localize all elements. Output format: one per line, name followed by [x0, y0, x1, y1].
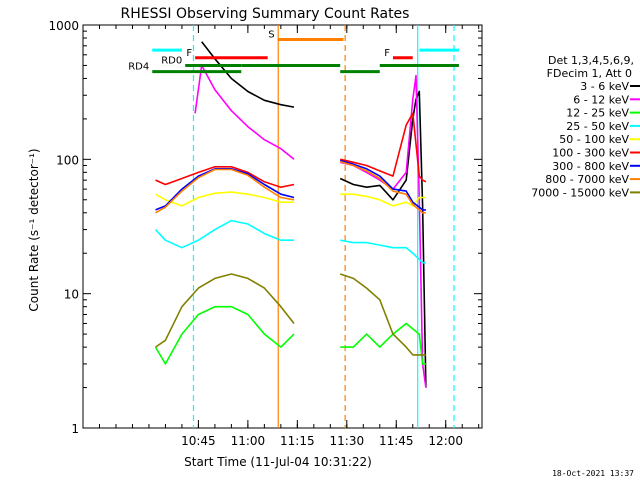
legend-title-line-2: FDecim 1, Att 0 — [547, 67, 632, 80]
footer-date: 18-Oct-2021 13:37 — [552, 469, 634, 478]
series-line-3-6-kev — [201, 41, 295, 108]
plot-area: 1 10 100 1000 10:45 11:00 11:15 11:30 11:45 12:00… — [48, 19, 483, 448]
y-tick-label: 100 — [56, 153, 79, 167]
series-line-50-100-kev — [340, 193, 426, 207]
series-line-7000-15000-kev — [155, 273, 295, 348]
legend-label: 300 - 800 keV — [552, 160, 629, 173]
series-line-300-800-kev — [339, 159, 426, 211]
flag-label: F — [384, 48, 390, 59]
flag-label: RD0 — [161, 55, 182, 66]
series-line-3-6-kev — [339, 90, 427, 388]
legend-label: 6 - 12 keV — [573, 93, 629, 106]
chart-title: RHESSI Observing Summary Count Rates — [121, 6, 410, 22]
x-tick-label: 11:45 — [379, 434, 414, 448]
series-line-12-25-kev — [154, 305, 295, 365]
series-line-7000-15000-kev — [339, 273, 426, 356]
y-tick-label: 1000 — [48, 19, 79, 33]
series-line-25-50-kev — [340, 239, 426, 264]
y-tick-label: 1 — [71, 422, 79, 436]
legend-label: 800 - 7000 keV — [545, 173, 629, 186]
series-line-100-300-kev — [155, 166, 295, 188]
x-tick-label: 10:45 — [181, 434, 216, 448]
x-tick-label: 12:00 — [428, 434, 463, 448]
y-tick-label: 10 — [64, 288, 79, 302]
series-line-6-12-kev — [194, 64, 295, 160]
flag-label: RD4 — [128, 62, 149, 73]
series-line-50-100-kev — [155, 191, 294, 207]
y-axis-label: Count Rate (s⁻¹ detector⁻¹) — [27, 148, 41, 311]
legend-label: 100 - 300 keV — [552, 147, 629, 160]
series-line-12-25-kev — [340, 322, 426, 365]
flag-label: F — [186, 48, 192, 59]
series-line-800-7000-kev — [339, 160, 426, 214]
series-line-800-7000-kev — [155, 168, 295, 214]
x-tick-label: 11:15 — [280, 434, 315, 448]
legend-label: 25 - 50 keV — [566, 120, 629, 133]
legend-title-line-1: Det 1,3,4,5,6,9, — [548, 54, 634, 67]
x-tick-label: 11:30 — [330, 434, 365, 448]
legend-label: 50 - 100 keV — [559, 133, 629, 146]
series-line-6-12-kev — [340, 74, 427, 388]
legend: Det 1,3,4,5,6,9, FDecim 1, Att 0 3 - 6 k… — [531, 54, 640, 199]
plot-clipped-layer — [152, 25, 459, 428]
x-tick-label: 11:00 — [231, 434, 266, 448]
series-line-100-300-kev — [340, 112, 427, 183]
plot-frame — [82, 24, 483, 429]
legend-label: 3 - 6 keV — [580, 80, 629, 93]
flag-label: S — [268, 29, 274, 40]
legend-label: 7000 - 15000 keV — [531, 186, 629, 199]
legend-label: 12 - 25 keV — [566, 107, 629, 120]
series-line-25-50-kev — [154, 219, 294, 249]
x-axis-label: Start Time (11-Jul-04 10:31:22) — [184, 455, 372, 469]
